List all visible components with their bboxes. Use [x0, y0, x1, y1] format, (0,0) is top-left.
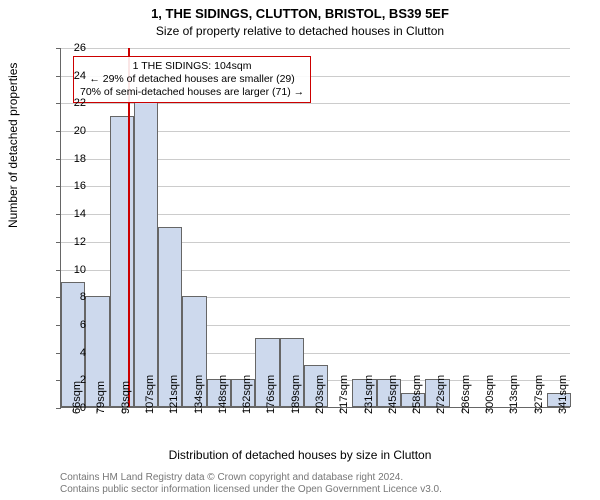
plot-area: 66sqm79sqm93sqm107sqm121sqm134sqm148sqm1… — [60, 48, 570, 408]
y-axis-label: Number of detached properties — [6, 63, 20, 228]
x-tick-label: 203sqm — [314, 375, 326, 414]
x-tick-label: 93sqm — [120, 381, 132, 414]
chart-title-sub: Size of property relative to detached ho… — [0, 24, 600, 38]
annotation-box: 1 THE SIDINGS: 104sqm ← 29% of detached … — [73, 56, 311, 103]
y-tick-label: 12 — [60, 236, 86, 248]
y-tick-label: 8 — [60, 291, 86, 303]
x-tick-label: 341sqm — [557, 375, 569, 414]
y-tick-label: 22 — [60, 97, 86, 109]
y-tick-label: 10 — [60, 264, 86, 276]
x-tick-label: 79sqm — [95, 381, 107, 414]
y-tick-label: 26 — [60, 42, 86, 54]
chart-container: 1, THE SIDINGS, CLUTTON, BRISTOL, BS39 5… — [0, 0, 600, 500]
annotation-line: 1 THE SIDINGS: 104sqm — [80, 60, 304, 73]
y-tick-label: 6 — [60, 319, 86, 331]
x-tick-label: 134sqm — [193, 375, 205, 414]
chart-title-main: 1, THE SIDINGS, CLUTTON, BRISTOL, BS39 5… — [0, 6, 600, 21]
y-tick-label: 0 — [60, 402, 86, 414]
attribution-line: Contains HM Land Registry data © Crown c… — [60, 472, 442, 484]
attribution-text: Contains HM Land Registry data © Crown c… — [60, 472, 442, 496]
x-tick-label: 162sqm — [241, 375, 253, 414]
x-tick-label: 286sqm — [460, 375, 472, 414]
x-tick-label: 176sqm — [265, 375, 277, 414]
x-tick-label: 327sqm — [533, 375, 545, 414]
x-tick-label: 217sqm — [338, 375, 350, 414]
y-tick-label: 18 — [60, 153, 86, 165]
x-tick-label: 300sqm — [484, 375, 496, 414]
y-tick-label: 20 — [60, 125, 86, 137]
x-tick-label: 245sqm — [387, 375, 399, 414]
attribution-line: Contains public sector information licen… — [60, 484, 442, 496]
y-tick-label: 2 — [60, 374, 86, 386]
y-tick-label: 16 — [60, 180, 86, 192]
y-tick-label: 24 — [60, 70, 86, 82]
annotation-line: 70% of semi-detached houses are larger (… — [80, 86, 304, 99]
annotation-line: ← 29% of detached houses are smaller (29… — [80, 73, 304, 86]
x-tick-label: 231sqm — [363, 375, 375, 414]
y-tick-label: 14 — [60, 208, 86, 220]
bar — [134, 102, 158, 407]
x-tick-label: 107sqm — [144, 375, 156, 414]
x-tick-label: 272sqm — [435, 375, 447, 414]
x-tick-label: 121sqm — [168, 375, 180, 414]
x-tick-label: 189sqm — [290, 375, 302, 414]
x-tick-label: 148sqm — [217, 375, 229, 414]
x-tick-label: 258sqm — [411, 375, 423, 414]
x-axis-label: Distribution of detached houses by size … — [0, 448, 600, 462]
y-tick-label: 4 — [60, 347, 86, 359]
x-tick-label: 313sqm — [508, 375, 520, 414]
